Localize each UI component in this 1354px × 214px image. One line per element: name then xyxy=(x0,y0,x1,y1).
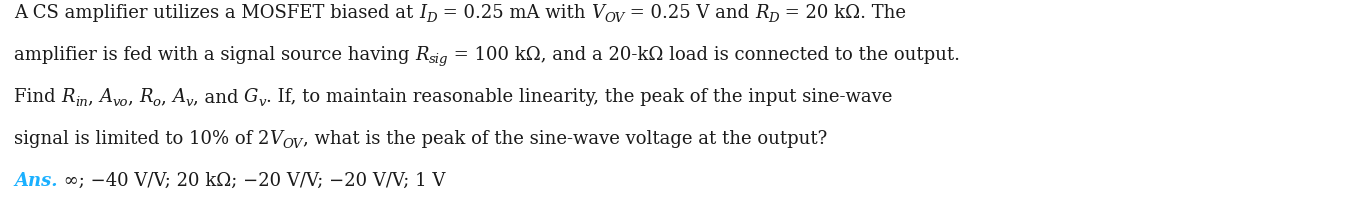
Text: OV: OV xyxy=(604,12,624,24)
Text: D: D xyxy=(427,12,437,24)
Text: in: in xyxy=(74,95,88,108)
Text: vo: vo xyxy=(112,95,127,108)
Text: , and: , and xyxy=(192,88,244,106)
Text: R: R xyxy=(139,88,153,106)
Text: . If, to maintain reasonable linearity, the peak of the input sine-wave: . If, to maintain reasonable linearity, … xyxy=(265,88,892,106)
Text: D: D xyxy=(769,12,780,24)
Text: R: R xyxy=(61,88,74,106)
Text: A CS amplifier utilizes a MOSFET biased at: A CS amplifier utilizes a MOSFET biased … xyxy=(14,4,418,22)
Text: A: A xyxy=(99,88,112,106)
Text: = 100 kΩ, and a 20-kΩ load is connected to the output.: = 100 kΩ, and a 20-kΩ load is connected … xyxy=(448,46,960,64)
Text: G: G xyxy=(244,88,259,106)
Text: I: I xyxy=(418,4,427,22)
Text: Find: Find xyxy=(14,88,61,106)
Text: ,: , xyxy=(88,88,99,106)
Text: A: A xyxy=(172,88,185,106)
Text: R: R xyxy=(416,46,429,64)
Text: = 0.25 V and: = 0.25 V and xyxy=(624,4,756,22)
Text: OV: OV xyxy=(283,138,303,150)
Text: , what is the peak of the sine-wave voltage at the output?: , what is the peak of the sine-wave volt… xyxy=(303,130,827,148)
Text: v: v xyxy=(185,95,192,108)
Text: o: o xyxy=(153,95,161,108)
Text: V: V xyxy=(590,4,604,22)
Text: V: V xyxy=(269,130,283,148)
Text: ,: , xyxy=(127,88,139,106)
Text: ∞; −40 V/V; 20 kΩ; −20 V/V; −20 V/V; 1 V: ∞; −40 V/V; 20 kΩ; −20 V/V; −20 V/V; 1 V xyxy=(57,172,445,190)
Text: ,: , xyxy=(161,88,172,106)
Text: sig: sig xyxy=(429,54,448,67)
Text: Ans.: Ans. xyxy=(14,172,57,190)
Text: v: v xyxy=(259,95,265,108)
Text: = 0.25 mA with: = 0.25 mA with xyxy=(437,4,590,22)
Text: = 20 kΩ. The: = 20 kΩ. The xyxy=(780,4,906,22)
Text: amplifier is fed with a signal source having: amplifier is fed with a signal source ha… xyxy=(14,46,416,64)
Text: signal is limited to 10% of 2: signal is limited to 10% of 2 xyxy=(14,130,269,148)
Text: R: R xyxy=(756,4,769,22)
